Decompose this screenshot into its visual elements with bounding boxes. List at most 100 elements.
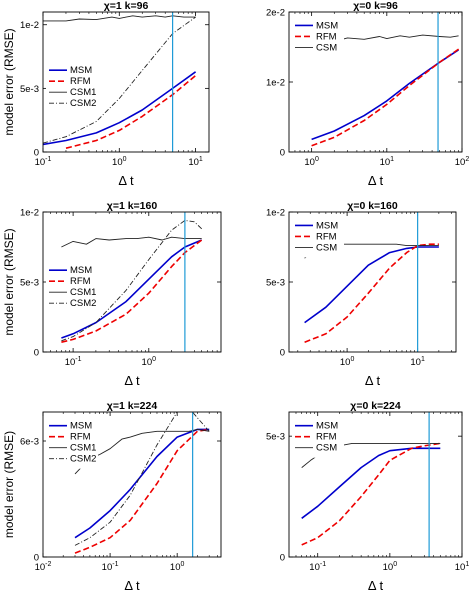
x-axis-label: Δ t (365, 373, 381, 388)
series-line-rfm (301, 442, 441, 546)
x-tick-label: 101 (380, 156, 395, 168)
legend-label: MSM (70, 65, 92, 76)
y-tick-label: 6e-3 (20, 437, 39, 448)
x-tick-label: 100 (340, 356, 355, 368)
legend-label: MSM (316, 20, 338, 31)
legend-box (46, 65, 98, 114)
y-axis-label: model error (RMSE) (2, 228, 16, 335)
y-tick-label: 1e-2 (266, 208, 285, 219)
legend-box (292, 420, 344, 458)
legend-label: CSM1 (70, 87, 96, 98)
chart-panel-1: χ=1 k=96 10-1 100 101 0 5e-3 1e-2 MSMRFMCSM1CSM… (2, 0, 210, 188)
series-group (304, 243, 439, 343)
y-tick-label: 0 (34, 348, 39, 359)
legend-label: MSM (70, 265, 92, 276)
x-tick-label: 100 (383, 561, 398, 573)
plot-frame (42, 211, 222, 353)
x-tick-label: 10-1 (102, 561, 119, 573)
chart-title: χ=1 k=96 (104, 0, 149, 12)
legend-label: RFM (316, 231, 337, 242)
series-line-rfm (61, 239, 203, 343)
x-tick-label: 101 (188, 156, 203, 168)
legend-box (292, 20, 344, 58)
y-tick-label: 0 (280, 348, 285, 359)
legend-label: CSM (316, 443, 337, 454)
legend-label: RFM (316, 31, 337, 42)
x-tick-label: 101 (455, 561, 470, 573)
y-tick-label: 5e-3 (20, 84, 39, 95)
plot-frame (42, 11, 210, 153)
series-line-msm (304, 246, 439, 324)
y-tick-label: 5e-3 (266, 278, 285, 289)
legend-label: MSM (316, 220, 338, 231)
x-tick-label: 102 (455, 156, 470, 168)
chart-title: χ=0 k=160 (347, 200, 398, 212)
x-tick-label: 101 (410, 356, 425, 368)
x-axis-label: Δ t (124, 373, 140, 388)
chart-title: χ=1 k=224 (107, 400, 158, 412)
chart-title: χ=0 k=96 (353, 0, 398, 12)
legend-label: MSM (70, 421, 92, 432)
y-tick-label: 0 (34, 553, 39, 564)
series-line-rfm (74, 428, 210, 554)
legend-label: CSM (316, 242, 337, 253)
series-line-csm2 (61, 219, 203, 342)
x-tick-label: 100 (304, 156, 319, 168)
series-line-msm (311, 49, 460, 141)
legend-label: RFM (70, 276, 91, 287)
plot-frame (288, 411, 463, 558)
plot-frame (288, 211, 457, 353)
plot-frame (42, 411, 222, 558)
x-tick-label: 100 (112, 156, 127, 168)
x-tick-label: 10-1 (309, 561, 326, 573)
series-line-msm (61, 239, 203, 339)
legend-label: RFM (70, 432, 91, 443)
y-tick-label: 2e-2 (266, 8, 285, 19)
x-tick-label: 10-1 (35, 156, 52, 168)
y-tick-label: 5e-3 (20, 278, 39, 289)
y-tick-label: 0 (280, 553, 285, 564)
legend-box (46, 265, 98, 314)
y-tick-label: 1e-2 (20, 208, 39, 219)
series-line-msm (74, 428, 210, 539)
y-axis-label: model error (RMSE) (2, 431, 16, 538)
y-tick-label: 1e-2 (266, 78, 285, 89)
legend-label: CSM1 (70, 443, 96, 454)
legend-label: CSM2 (70, 298, 96, 309)
series-group (74, 412, 210, 554)
series-group (61, 219, 203, 343)
series-line-rfm (311, 48, 460, 147)
series-line-msm (301, 447, 441, 519)
series-group (301, 442, 441, 546)
y-tick-label: 1e-2 (20, 20, 39, 31)
x-tick-label: 10-1 (65, 356, 82, 368)
legend-label: CSM2 (70, 98, 96, 109)
x-axis-label: Δ t (118, 173, 134, 188)
x-tick-label: 100 (170, 561, 185, 573)
x-axis-label: Δ t (124, 578, 140, 593)
x-tick-label: 100 (142, 356, 157, 368)
legend-label: MSM (316, 421, 338, 432)
x-axis-label: Δ t (368, 173, 384, 188)
legend-label: CSM (316, 42, 337, 53)
x-tick-label: 10-2 (35, 561, 52, 573)
series-line-rfm (304, 243, 439, 343)
y-tick-label: 5e-3 (266, 432, 285, 443)
series-line-csm1 (74, 428, 210, 475)
legend-label: CSM1 (70, 287, 96, 298)
series-line-csm2 (74, 412, 210, 546)
y-axis-label: model error (RMSE) (2, 28, 16, 135)
legend-label: RFM (316, 432, 337, 443)
